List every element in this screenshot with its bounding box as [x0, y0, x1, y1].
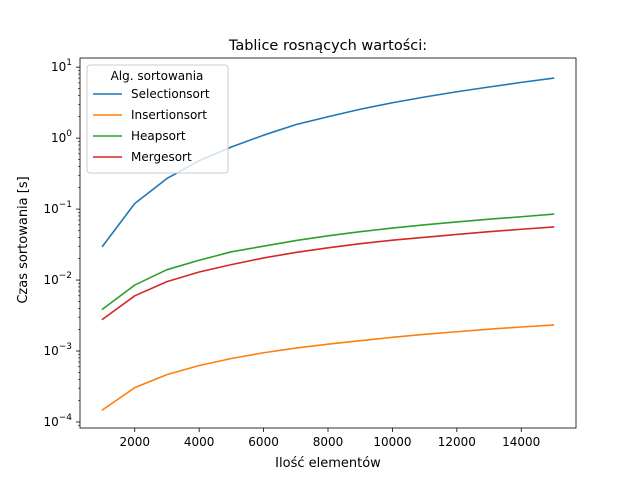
- legend-label-heapsort: Heapsort: [131, 129, 186, 143]
- x-tick-label: 8000: [313, 435, 344, 449]
- y-tick-label: 100: [51, 129, 72, 145]
- legend-title: Alg. sortowania: [111, 69, 204, 83]
- legend-label-insertionsort: Insertionsort: [131, 108, 207, 122]
- y-axis-label: Czas sortowania [s]: [16, 176, 31, 303]
- x-axis-label: Ilość elementów: [275, 456, 381, 471]
- y-tick-base: 10: [43, 344, 58, 358]
- series-line-mergesort: [101, 226, 555, 321]
- x-tick-label: 10000: [373, 435, 411, 449]
- y-tick-exponent: −2: [59, 271, 72, 281]
- y-tick-base: 10: [51, 131, 66, 145]
- y-tick-exponent: −1: [59, 200, 72, 210]
- y-tick-base: 10: [43, 415, 58, 429]
- y-tick-exponent: −3: [59, 342, 72, 352]
- y-tick-label: 101: [51, 58, 72, 74]
- legend-box: [86, 64, 229, 174]
- x-axis-ticks: 2000 4000 6000 8000 10000 12000 14000: [119, 428, 540, 449]
- legend-items: Selectionsort Insertionsort Heapsort Merges…: [93, 87, 210, 164]
- x-tick-label: 2000: [119, 435, 150, 449]
- y-tick-base: 10: [51, 60, 66, 74]
- chart-title: Tablice rosnących wartości:: [228, 38, 427, 54]
- y-tick-label: 10−4: [43, 413, 72, 429]
- y-tick-exponent: 0: [66, 129, 72, 139]
- y-tick-label: 10−1: [43, 200, 72, 216]
- plot-frame: [79, 57, 577, 429]
- series-line-heapsort: [101, 213, 555, 311]
- x-tick-label: 12000: [438, 435, 476, 449]
- legend: Alg. sortowania Selectionsort Insertionso…: [86, 64, 229, 174]
- y-tick-label: 10−2: [43, 271, 72, 287]
- y-tick-label: 10−3: [43, 342, 72, 358]
- x-tick-label: 4000: [184, 435, 215, 449]
- y-tick-exponent: 1: [66, 58, 72, 68]
- x-tick-label: 14000: [502, 435, 540, 449]
- y-tick-base: 10: [43, 202, 58, 216]
- y-tick-exponent: −4: [59, 413, 73, 423]
- y-tick-base: 10: [43, 273, 58, 287]
- legend-label-selectionsort: Selectionsort: [131, 87, 210, 101]
- x-tick-label: 6000: [248, 435, 279, 449]
- legend-label-mergesort: Mergesort: [131, 150, 192, 164]
- series-line-insertionsort: [101, 324, 555, 412]
